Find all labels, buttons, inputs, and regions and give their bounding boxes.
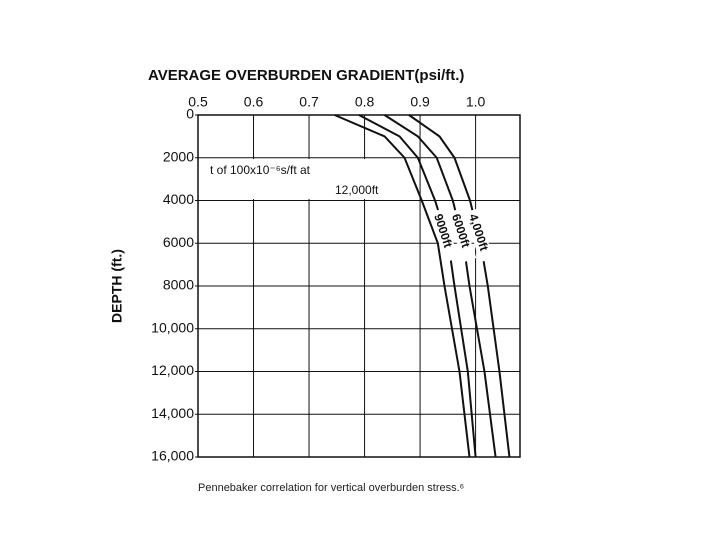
x-tick-label: 0.5 [188,94,208,110]
y-tick-label: 16,000 [151,448,194,464]
x-tick-label: 0.6 [244,94,264,110]
label-bg [446,208,477,263]
y-tick-label: 0 [186,106,194,122]
annotation: t of 100x10⁻⁶s/ft at [210,163,311,177]
y-tick-label: 4000 [163,191,194,207]
y-tick-label: 6000 [163,234,194,250]
chart-title: AVERAGE OVERBURDEN GRADIENT(psi/ft.) [148,67,464,84]
curve [334,114,471,458]
y-tick-label: 2000 [163,148,194,164]
y-axis-label: DEPTH (ft.) [109,249,125,323]
y-tick-label: 12,000 [151,362,194,378]
label-bg [429,208,459,263]
x-tick-label: 1.0 [466,94,486,110]
caption: Pennebaker correlation for vertical over… [198,482,465,494]
x-tick-label: 0.9 [410,94,430,110]
y-tick-label: 14,000 [151,405,194,421]
y-tick-label: 8000 [163,277,194,293]
label-bg [464,208,494,263]
x-tick-label: 0.8 [355,94,375,110]
annotation-bg [206,159,416,199]
x-tick-label: 0.7 [299,94,319,110]
y-tick-label: 10,000 [151,319,194,335]
annotation: 12,000ft [335,183,379,197]
